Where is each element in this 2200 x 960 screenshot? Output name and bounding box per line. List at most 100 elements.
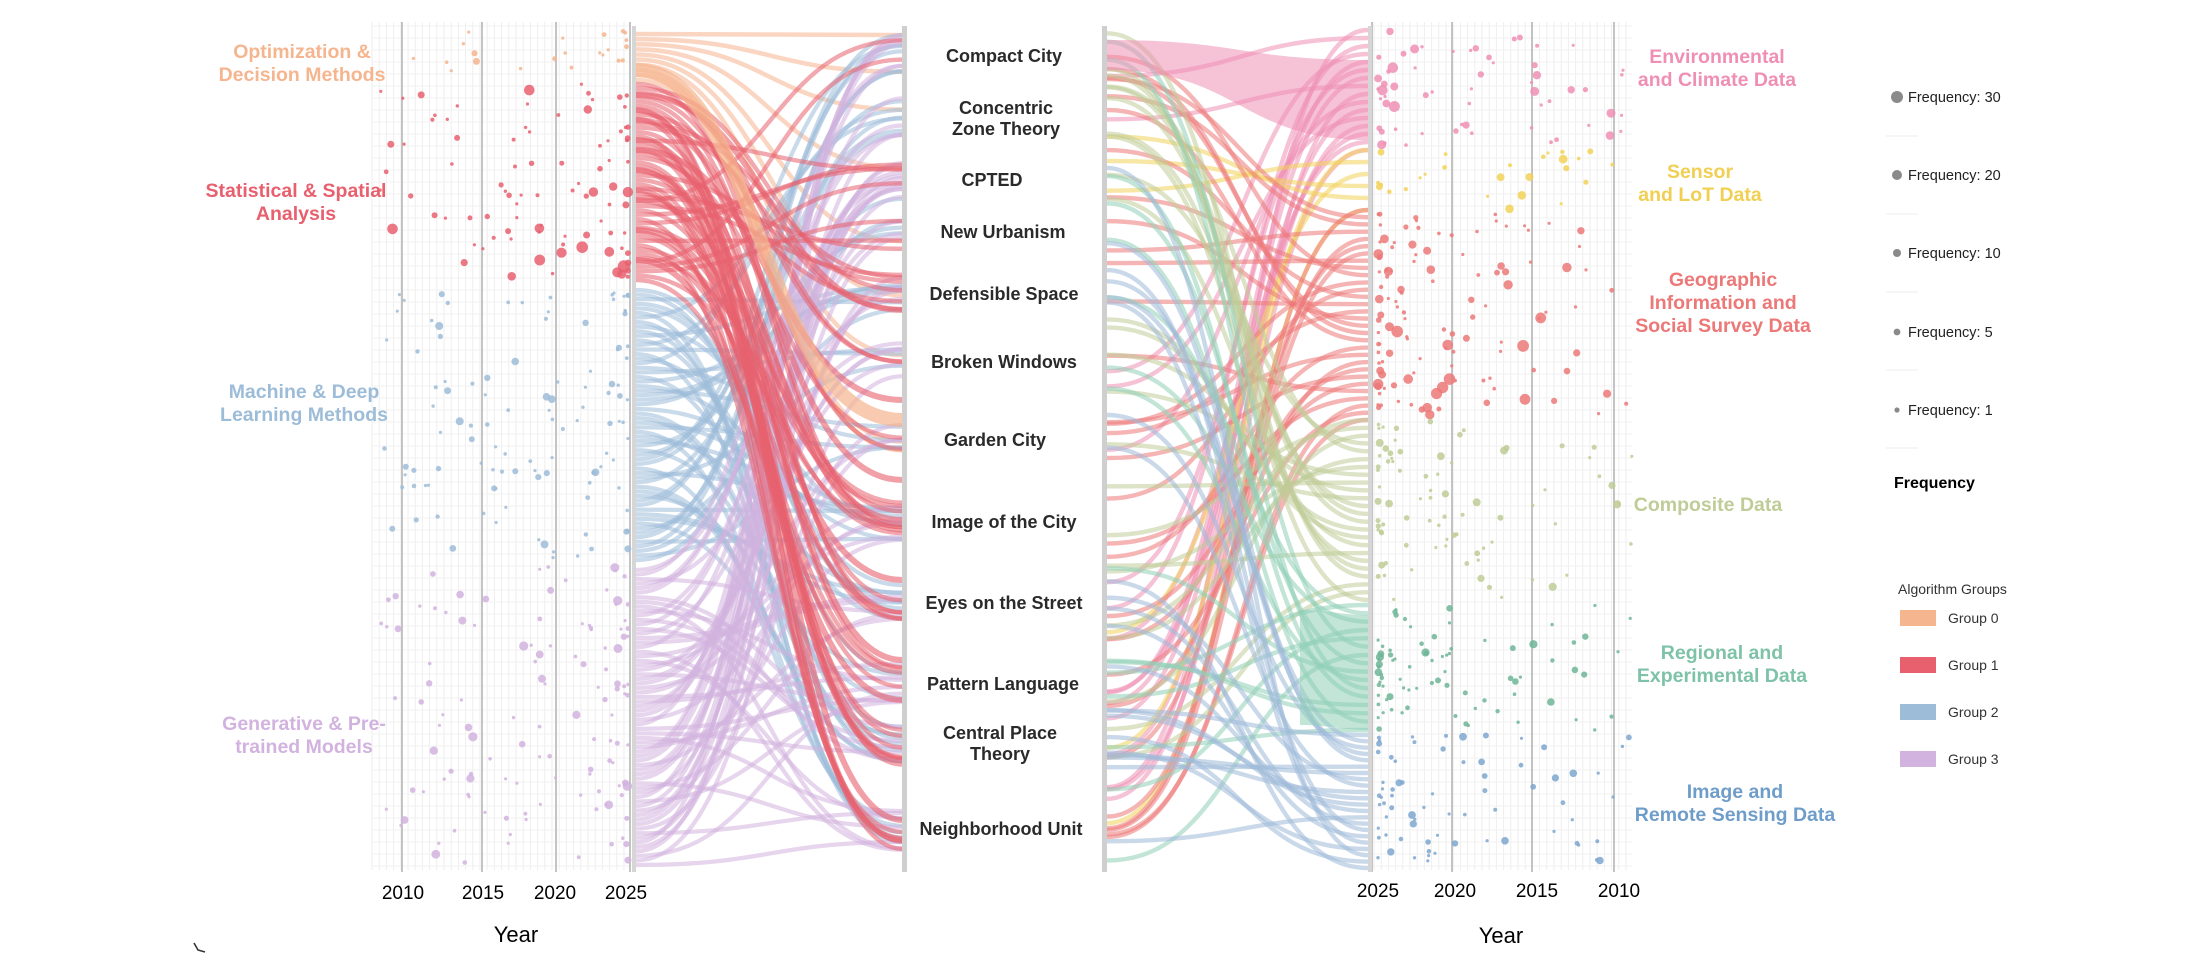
left-dot — [611, 761, 615, 765]
right-dot — [1499, 349, 1503, 353]
right-dot — [1415, 686, 1419, 690]
left-dot — [471, 50, 478, 57]
right-dot — [1554, 137, 1559, 143]
left-dot — [537, 538, 541, 542]
left-dot — [543, 316, 549, 321]
left-dot — [433, 113, 437, 118]
left-dot — [464, 723, 473, 732]
left-dot — [624, 44, 629, 50]
left-dot — [625, 626, 631, 631]
right-dot — [1390, 456, 1394, 460]
right-dot — [1462, 334, 1470, 342]
left-dot — [550, 456, 554, 460]
left-dot — [444, 387, 452, 395]
left-dot — [443, 379, 447, 384]
right-dot — [1451, 532, 1457, 538]
left-dot — [535, 193, 540, 198]
left-dot — [626, 682, 630, 687]
right-dot — [1374, 668, 1383, 677]
right-dot — [1385, 322, 1394, 332]
left-dot — [491, 468, 495, 472]
left-dot — [624, 856, 632, 864]
right-dot — [1431, 279, 1435, 284]
left-dot — [491, 235, 496, 240]
right-dot — [1462, 121, 1470, 129]
right-dot — [1577, 244, 1582, 249]
left-dot — [382, 446, 387, 451]
right-dot — [1386, 296, 1390, 301]
left-dot — [547, 753, 552, 759]
left-dot — [622, 231, 627, 235]
left-dot — [616, 58, 621, 63]
flow-right-band — [1300, 610, 1368, 730]
theory-label-central-place-line2: Theory — [970, 744, 1030, 764]
right-dot — [1414, 253, 1418, 257]
right-dot — [1385, 459, 1391, 464]
algorithm-swatch-group1 — [1900, 657, 1936, 673]
left-dot — [622, 201, 630, 209]
right-dot — [1393, 425, 1400, 431]
right-dot — [1441, 327, 1447, 332]
right-dot — [1375, 518, 1381, 524]
flow-left — [635, 41, 904, 112]
right-dot — [1482, 732, 1489, 739]
left-dot — [625, 344, 630, 349]
left-dot — [519, 641, 529, 651]
right-dot — [1476, 558, 1480, 562]
right-dot — [1410, 44, 1420, 54]
left-dot — [583, 385, 588, 389]
flow-left-strong — [635, 227, 904, 583]
right-dot — [1376, 54, 1382, 60]
right-dot — [1376, 180, 1380, 185]
left-dot — [609, 182, 618, 191]
right-dot — [1488, 376, 1492, 380]
left-dot — [601, 32, 607, 37]
left-dot — [386, 597, 391, 603]
right-dot — [1433, 851, 1437, 855]
left-dot — [431, 212, 438, 219]
right-dot — [1483, 399, 1491, 407]
left-dot — [614, 680, 621, 688]
left-dot — [402, 142, 406, 146]
left-dot — [608, 738, 613, 743]
right-dot — [1378, 223, 1383, 227]
left-dot — [455, 417, 464, 426]
left-dot — [435, 514, 440, 519]
left-dot — [450, 162, 454, 166]
right-dot — [1588, 456, 1592, 460]
right-dot — [1565, 573, 1569, 577]
right-dot — [1483, 638, 1487, 643]
left-dot — [592, 737, 597, 742]
algorithm-swatch-group3 — [1900, 751, 1936, 767]
algorithm-swatch-group0 — [1900, 610, 1936, 626]
left-dot — [622, 684, 627, 689]
right-dot — [1517, 191, 1527, 200]
right-dot — [1386, 27, 1394, 36]
right-dot — [1563, 165, 1570, 172]
right-dot — [1412, 856, 1417, 860]
left-dot — [403, 473, 407, 477]
right-dot — [1382, 386, 1386, 390]
right-dot — [1376, 740, 1383, 747]
right-dot — [1493, 807, 1498, 812]
left-dot — [623, 528, 630, 535]
right-dot — [1563, 367, 1571, 375]
right-dot — [1469, 87, 1473, 91]
right-dot — [1582, 633, 1589, 640]
flow-right — [1106, 579, 1369, 871]
right-dot — [1376, 682, 1382, 688]
left-dot — [535, 474, 542, 481]
flow-right — [1106, 229, 1369, 253]
left-dot — [518, 740, 526, 748]
left-dot — [402, 463, 409, 470]
left-x-axis: 2010 2015 2020 2025 Year — [382, 883, 647, 947]
right-dot — [1494, 269, 1500, 276]
right-dot — [1375, 573, 1381, 579]
right-dot — [1562, 262, 1572, 273]
left-dot — [523, 125, 528, 130]
right-dot — [1382, 445, 1390, 452]
left-dot — [433, 606, 437, 611]
right-dot — [1451, 840, 1459, 847]
flow-left-strong — [635, 167, 904, 763]
right-dot — [1414, 219, 1419, 223]
